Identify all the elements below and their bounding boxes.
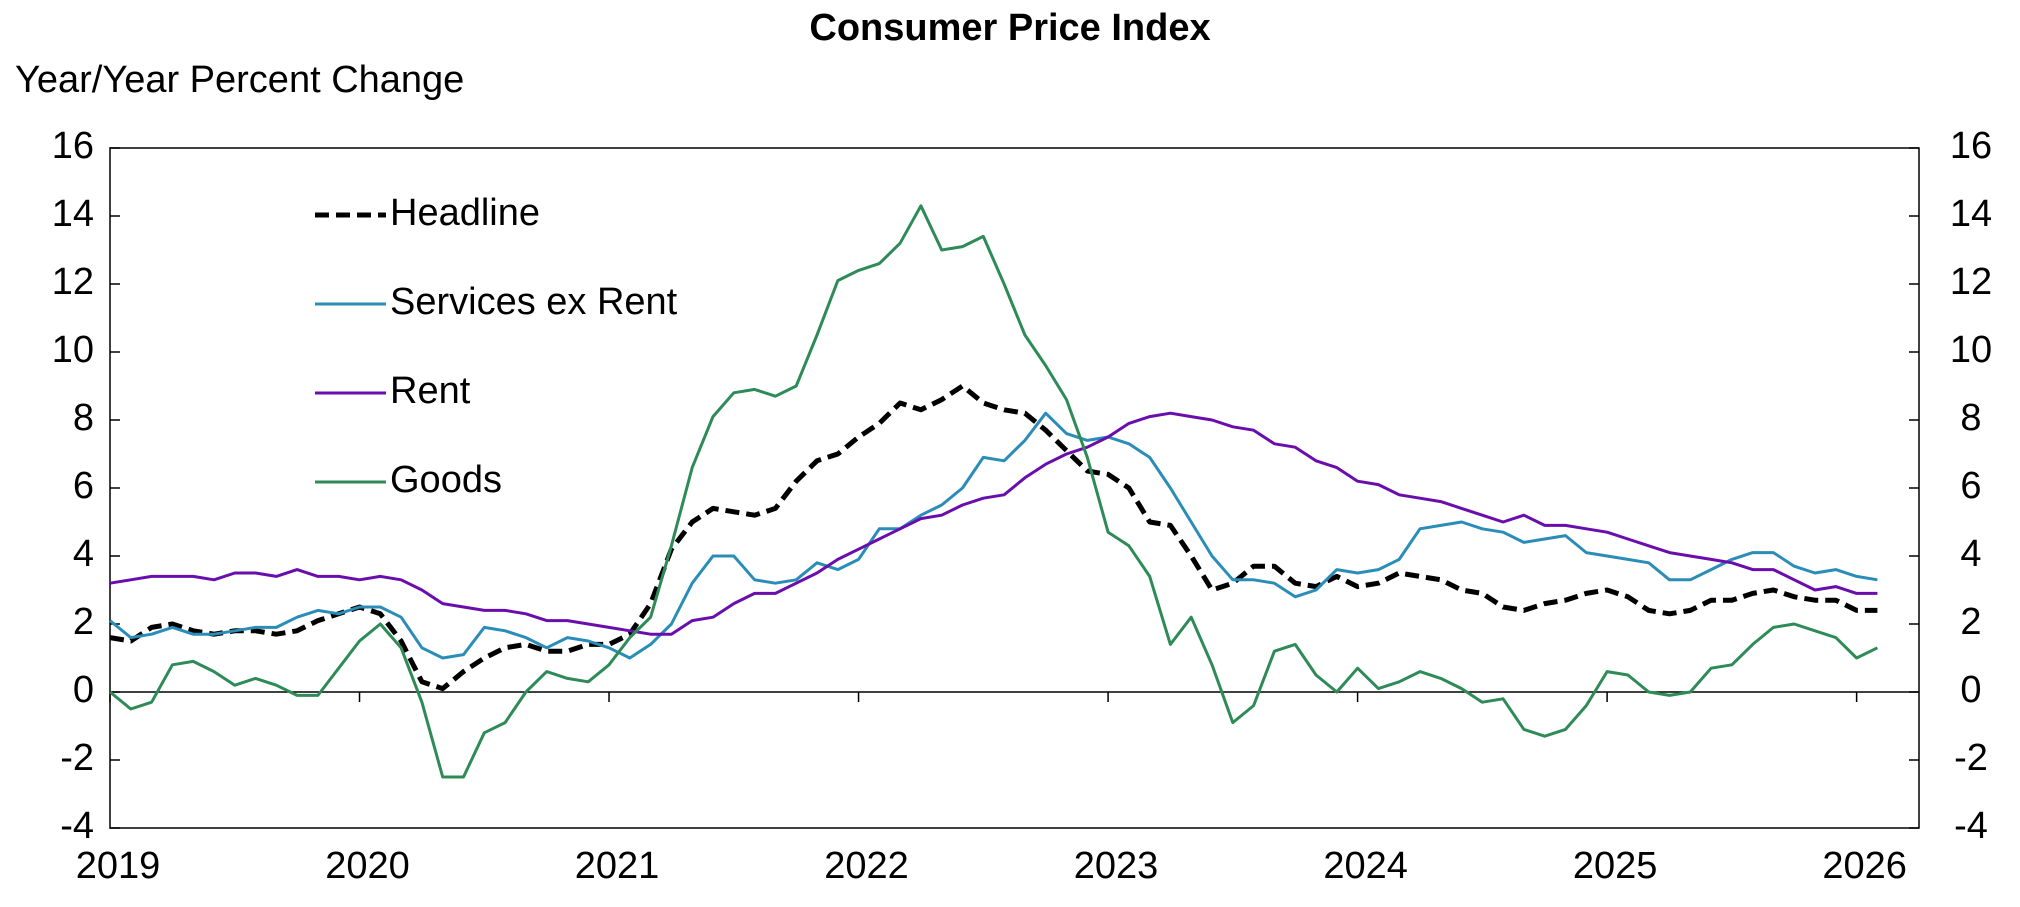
series-line [109, 411, 1878, 636]
chart-title: Consumer Price Index [809, 7, 1210, 49]
x-tick-label: 2023 [1074, 845, 1159, 887]
y-tick-label: 10 [52, 329, 94, 371]
y-tick-label: 14 [52, 193, 94, 235]
y2-tick-label: 8 [1960, 397, 1981, 439]
y2-tick-label: 2 [1960, 601, 1981, 643]
y2-tick-label: 6 [1960, 465, 1981, 507]
legend-label: Goods [390, 459, 502, 501]
y-axis-label: Year/Year Percent Change [15, 59, 464, 101]
y-tick-label: 0 [73, 669, 94, 711]
y-tick-label: 16 [52, 125, 94, 167]
y2-tick-label: 14 [1950, 193, 1992, 235]
y-tick-label: 8 [73, 397, 94, 439]
y-tick-label: -4 [60, 805, 94, 847]
x-tick-label: 2021 [575, 845, 660, 887]
y-tick-label: -2 [60, 737, 94, 779]
y2-tick-label: 16 [1950, 125, 1992, 167]
x-tick-label: 2020 [325, 845, 410, 887]
y2-tick-label: -2 [1954, 737, 1988, 779]
x-tick-label: 2025 [1573, 845, 1658, 887]
legend-label: Rent [390, 370, 471, 412]
series-line [109, 204, 1879, 779]
y-tick-label: 12 [52, 261, 94, 303]
y2-tick-label: 0 [1960, 669, 1981, 711]
series-line [109, 411, 1878, 660]
y-tick-label: 4 [73, 533, 94, 575]
x-tick-label: 2019 [76, 845, 161, 887]
x-tick-label: 2022 [824, 845, 909, 887]
y-tick-label: 2 [73, 601, 94, 643]
legend-label: Services ex Rent [390, 281, 678, 323]
y2-tick-label: 4 [1960, 533, 1981, 575]
x-tick-label: 2024 [1323, 845, 1408, 887]
x-tick-label: 2026 [1822, 845, 1907, 887]
legend-label: Headline [390, 192, 540, 234]
y-tick-label: 6 [73, 465, 94, 507]
y2-tick-label: -4 [1954, 805, 1988, 847]
y2-tick-label: 12 [1950, 261, 1992, 303]
y2-tick-label: 10 [1950, 329, 1992, 371]
series-line [109, 383, 1878, 692]
